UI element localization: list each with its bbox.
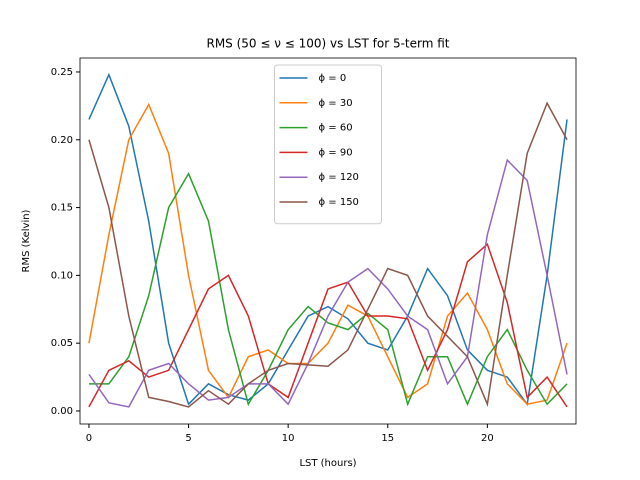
legend-label: ϕ = 90 <box>319 147 353 158</box>
series-line <box>88 242 568 408</box>
legend-label: ϕ = 30 <box>319 98 353 109</box>
y-tick-label: 0.10 <box>51 270 73 281</box>
legend-label: ϕ = 150 <box>319 197 359 208</box>
y-tick-label: 0.15 <box>51 203 73 214</box>
legend-label: ϕ = 60 <box>319 123 353 134</box>
legend-box <box>274 64 382 225</box>
y-tick-label: 0.05 <box>51 338 73 349</box>
y-axis-label: RMS (Kelvin) <box>21 209 32 272</box>
x-tick-label: 15 <box>381 433 394 444</box>
chart-title: RMS (50 ≤ ν ≤ 100) vs LST for 5-term fit <box>206 37 449 51</box>
legend-label: ϕ = 0 <box>319 73 347 84</box>
x-axis-label: LST (hours) <box>299 458 356 469</box>
legend-label: ϕ = 120 <box>319 172 359 183</box>
x-tick-label: 5 <box>185 433 191 444</box>
series-line <box>88 158 568 408</box>
x-tick-label: 10 <box>282 433 295 444</box>
series-line <box>88 102 568 406</box>
y-tick-label: 0.00 <box>51 406 73 417</box>
series-line <box>88 72 568 407</box>
x-tick-label: 0 <box>86 433 92 444</box>
y-tick-label: 0.25 <box>51 67 73 78</box>
y-tick-label: 0.20 <box>51 135 73 146</box>
plot-frame <box>79 57 577 425</box>
series-line <box>88 101 568 408</box>
x-tick-label: 20 <box>481 433 494 444</box>
series-line <box>88 172 568 407</box>
